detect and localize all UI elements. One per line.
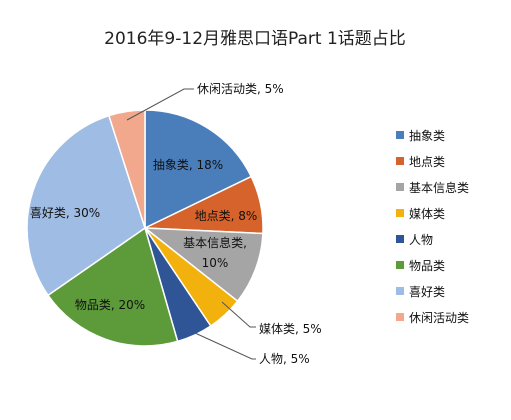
slice-label-people: 人物, 5%	[259, 352, 310, 366]
legend-swatch-people	[396, 235, 404, 243]
slice-label-leisure: 休闲活动类, 5%	[197, 82, 284, 96]
slice-label-media: 媒体类, 5%	[259, 322, 322, 336]
legend-swatch-place	[396, 157, 404, 165]
pie-slice-basic-info	[142, 227, 264, 303]
slice-labels: 抽象类, 18% 地点类, 8% 基本信息类, 10% 媒体类, 5% 人物, 5% 物品类…	[30, 82, 322, 366]
slice-label-hobbies: 喜好类, 30%	[30, 206, 100, 220]
legend-label-hobbies: 喜好类	[409, 285, 445, 299]
slice-label-basic-info: 基本信息类, 10%	[183, 235, 247, 270]
legend-swatch-objects	[396, 261, 404, 269]
legend-label-objects: 物品类	[409, 259, 445, 273]
legend-label-place: 地点类	[409, 155, 445, 169]
slice-label-objects: 物品类, 20%	[75, 298, 145, 312]
leader-lines	[126, 88, 256, 360]
legend-label-media: 媒体类	[409, 207, 445, 221]
legend-label-basic-info: 基本信息类	[409, 180, 469, 195]
pie-slice-hobbies	[26, 114, 146, 297]
pie-slice-abstract	[144, 109, 253, 230]
leader-line-people	[194, 332, 256, 360]
legend-label-people: 人物	[409, 233, 433, 247]
leader-line-leisure	[126, 88, 194, 121]
leader-line-media	[221, 301, 256, 328]
chart-title: 2016年9-12月雅思口语Part 1话题占比	[104, 29, 406, 49]
legend-swatch-basic-info	[396, 183, 404, 191]
legend-swatch-hobbies	[396, 287, 404, 295]
legend-swatch-leisure	[396, 313, 404, 321]
pie-slice-objects	[47, 226, 179, 347]
legend-label-leisure: 休闲活动类	[409, 311, 469, 325]
slice-label-place: 地点类, 8%	[195, 209, 258, 223]
legend-swatch-media	[396, 209, 404, 217]
pie-slices	[26, 109, 264, 347]
slice-label-abstract: 抽象类, 18%	[153, 158, 223, 172]
legend-swatch-abstract	[396, 131, 404, 139]
legend-label-abstract: 抽象类	[409, 129, 445, 143]
